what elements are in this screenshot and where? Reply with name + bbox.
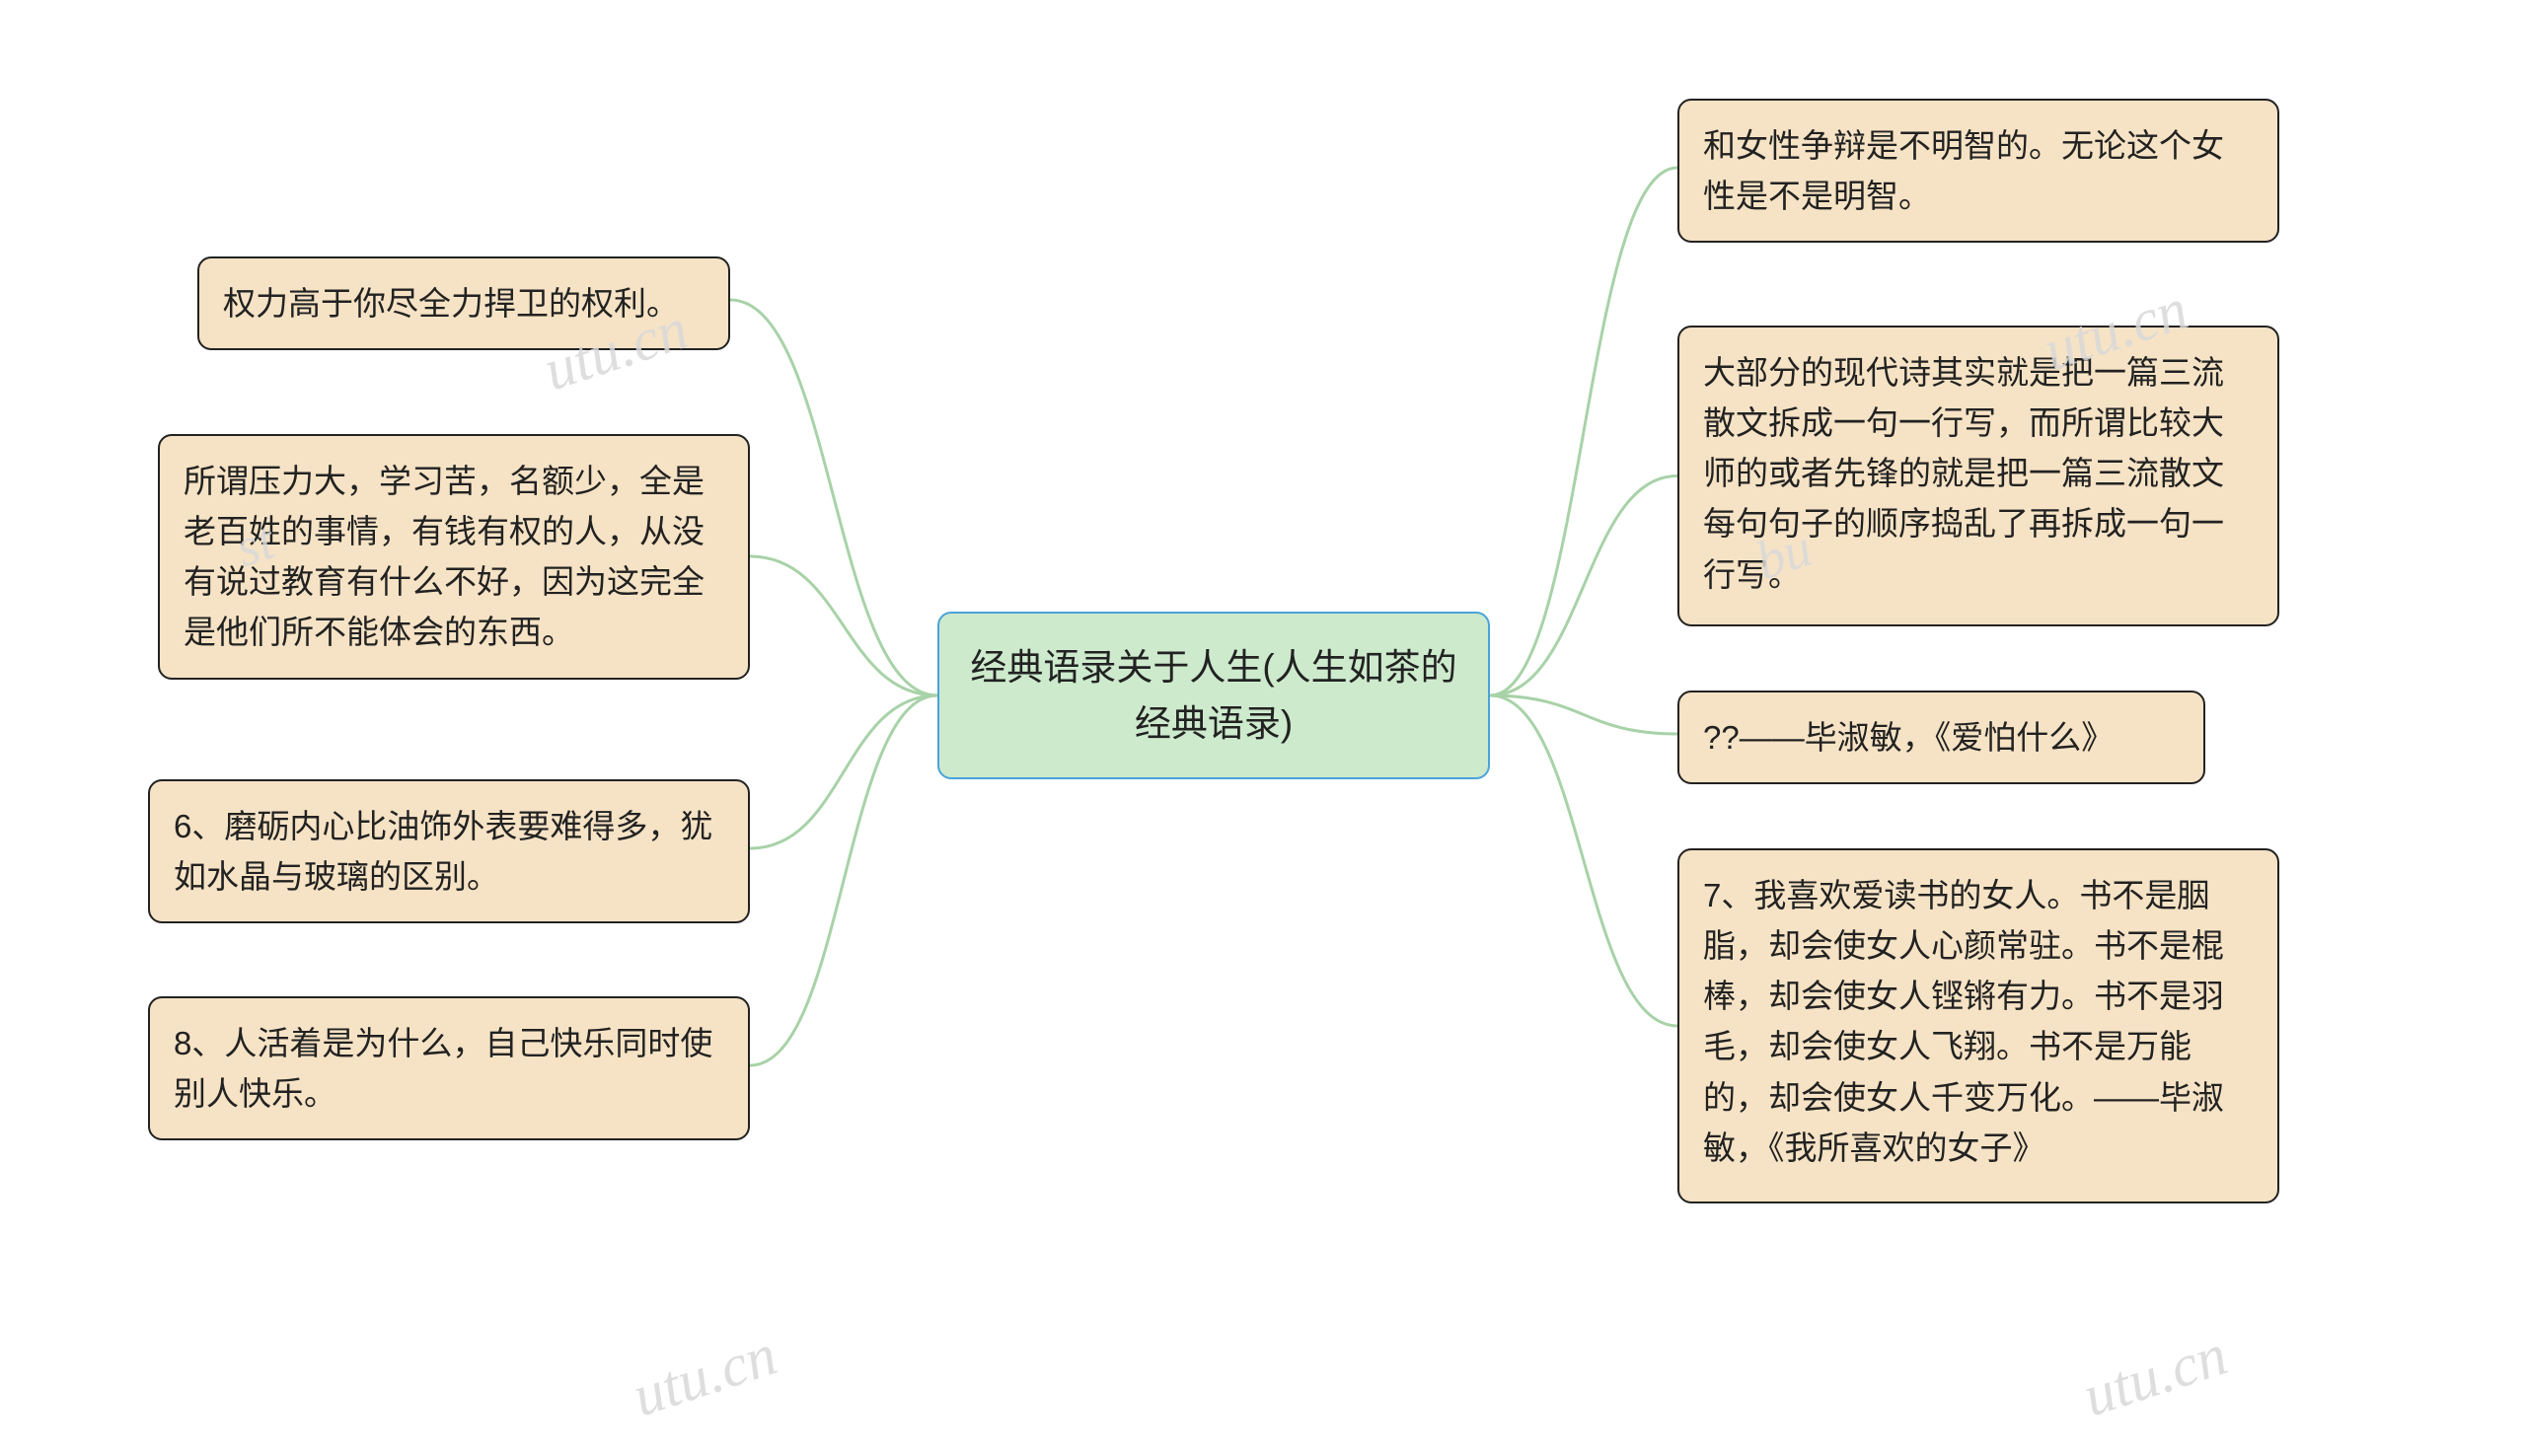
watermark: utu.cn [2075, 1321, 2235, 1430]
leaf-r1: 和女性争辩是不明智的。无论这个女性是不是明智。 [1677, 99, 2279, 243]
leaf-l4: 8、人活着是为什么，自己快乐同时使别人快乐。 [148, 996, 750, 1140]
leaf-l1: 权力高于你尽全力捍卫的权利。 [197, 256, 730, 350]
leaf-r3: ??——毕淑敏，《爱怕什么》 [1677, 691, 2205, 784]
leaf-r4: 7、我喜欢爱读书的女人。书不是胭脂，却会使女人心颜常驻。书不是棍棒，却会使女人铿… [1677, 848, 2279, 1203]
center-node: 经典语录关于人生(人生如茶的经典语录) [937, 612, 1490, 779]
leaf-r2: 大部分的现代诗其实就是把一篇三流散文拆成一句一行写，而所谓比较大师的或者先锋的就… [1677, 326, 2279, 626]
leaf-l3: 6、磨砺内心比油饰外表要难得多，犹如水晶与玻璃的区别。 [148, 779, 750, 923]
watermark: utu.cn [625, 1321, 784, 1430]
mindmap-canvas: 经典语录关于人生(人生如茶的经典语录) 权力高于你尽全力捍卫的权利。 所谓压力大… [0, 0, 2526, 1456]
leaf-l2: 所谓压力大，学习苦，名额少，全是老百姓的事情，有钱有权的人，从没有说过教育有什么… [158, 434, 750, 680]
